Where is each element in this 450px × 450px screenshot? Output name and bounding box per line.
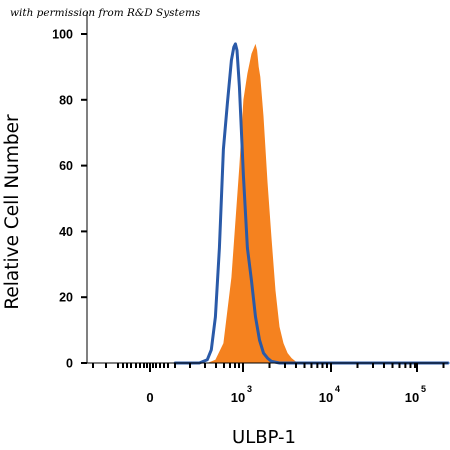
x-tick-label-2: 104 (319, 384, 340, 405)
y-tick-label-0: 0 (66, 357, 73, 371)
x-tick-label-base: 10 (405, 390, 419, 405)
y-tick-label-60: 60 (59, 159, 73, 173)
x-tick-label-exponent: 5 (421, 384, 426, 394)
x-tick-label-0: 0 (146, 390, 153, 405)
series-layer (173, 42, 450, 365)
y-tick-label-20: 20 (59, 291, 73, 305)
x-tick-label-1: 103 (231, 384, 252, 405)
y-axis-title: Relative Cell Number (2, 114, 23, 310)
series-1-line (173, 42, 450, 365)
x-tick-label-base: 10 (231, 390, 245, 405)
y-tick-label-40: 40 (59, 225, 73, 239)
x-tick-label-exponent: 4 (335, 384, 340, 394)
x-axis-title: ULBP-1 (232, 427, 296, 448)
y-tick-label-100: 100 (52, 28, 73, 42)
x-tick-label-base: 0 (146, 390, 153, 405)
permission-annotation: with permission from R&D Systems (10, 7, 201, 19)
x-tick-label-3: 105 (405, 384, 426, 405)
series-0-fill (207, 43, 312, 364)
x-tick-label-exponent: 3 (247, 384, 252, 394)
y-tick-label-80: 80 (59, 93, 73, 107)
x-tick-label-base: 10 (319, 390, 333, 405)
